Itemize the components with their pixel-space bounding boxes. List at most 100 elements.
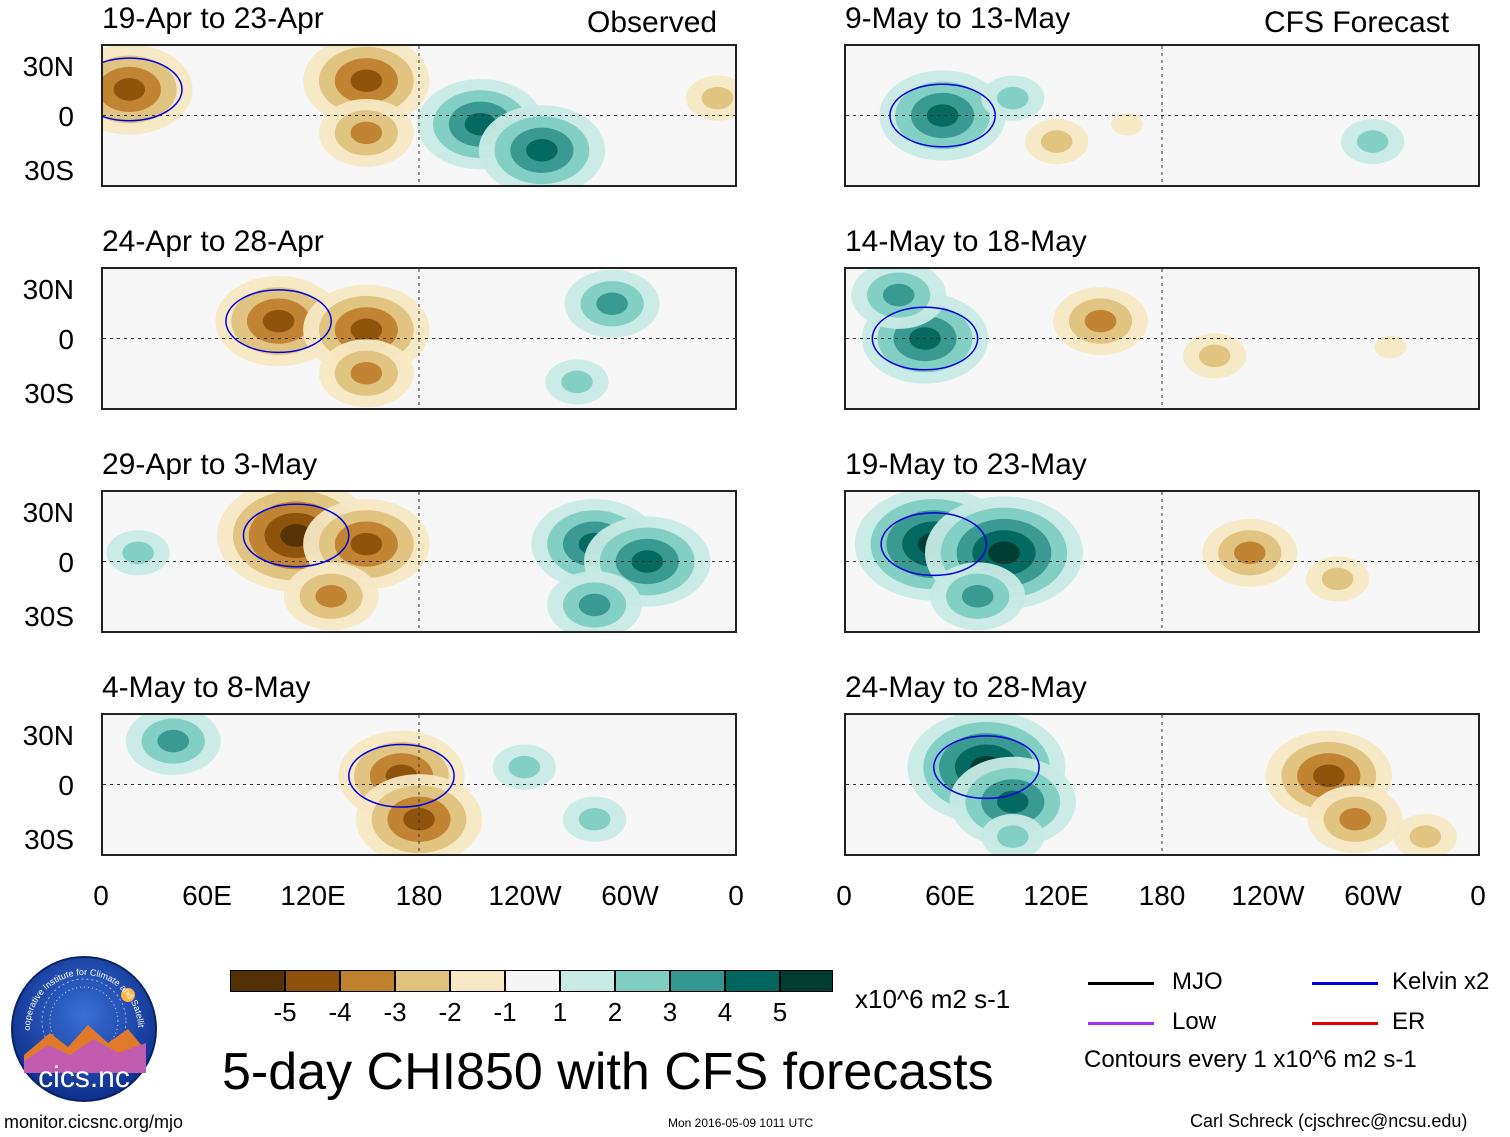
map-panel-obs-3 xyxy=(101,490,737,633)
anomaly-blob xyxy=(1312,764,1345,788)
cics-logo-icon: cics.nc Cooperative Institute for Climat… xyxy=(7,947,157,1102)
panel-title-obs-3: 29-Apr to 3-May xyxy=(102,448,318,481)
colorbar-label: 5 xyxy=(772,997,788,1027)
legend-label-kelvin: Kelvin x2 xyxy=(1392,968,1490,995)
colorbar-label: -5 xyxy=(273,997,297,1027)
ytick-30s: 30S xyxy=(24,824,74,855)
ytick-30s: 30S xyxy=(24,601,74,632)
anomaly-blob xyxy=(926,104,959,127)
ytick-30s: 30S xyxy=(24,155,74,186)
contours-note: Contours every 1 x10^6 m2 s-1 xyxy=(1084,1046,1417,1073)
ytick-0: 0 xyxy=(58,770,74,801)
colorbar-cell xyxy=(670,970,725,992)
xtick-360: 0 xyxy=(728,880,744,911)
anomaly-blob xyxy=(578,593,611,617)
colorbar-cell xyxy=(340,970,395,992)
colorbar-label: -3 xyxy=(383,997,407,1027)
xtick-60w: 60W xyxy=(1344,880,1402,911)
map-panel-obs-1 xyxy=(101,44,737,187)
anomaly-blob xyxy=(315,584,348,608)
anomaly-blob xyxy=(701,86,734,110)
anomaly-blob xyxy=(1321,567,1354,591)
colorbar-units: x10^6 m2 s-1 xyxy=(855,984,1011,1014)
anomaly-blob xyxy=(996,825,1029,848)
map-panel-fc-1 xyxy=(844,44,1480,187)
panel-title-obs-4: 4-May to 8-May xyxy=(102,671,311,704)
map-panel-obs-4 xyxy=(101,713,737,856)
cfs-forecast-label: CFS Forecast xyxy=(1264,6,1450,39)
xtick-60e: 60E xyxy=(182,880,232,911)
colorbar-label: 4 xyxy=(717,997,733,1027)
anomaly-blob xyxy=(1233,541,1266,565)
anomaly-blob xyxy=(1040,130,1073,153)
anomaly-blob xyxy=(1339,807,1371,831)
ytick-30s: 30S xyxy=(24,378,74,409)
map-panel-fc-3 xyxy=(844,490,1480,633)
map-panel-obs-2 xyxy=(101,267,737,410)
panel-title-fc-1: 9-May to 13-May xyxy=(845,2,1071,35)
anomaly-blob xyxy=(996,86,1029,110)
legend-swatch-er xyxy=(1312,1022,1378,1025)
anomaly-blob xyxy=(526,138,558,162)
anomaly-blob xyxy=(122,541,154,565)
anomaly-blob xyxy=(262,309,295,333)
anomaly-blob xyxy=(961,584,994,608)
xtick-360: 0 xyxy=(1470,880,1486,911)
colorbar-cell xyxy=(395,970,450,992)
colorbar-cell xyxy=(230,970,285,992)
anomaly-blob xyxy=(157,729,190,753)
panel-title-fc-3: 19-May to 23-May xyxy=(845,448,1087,481)
legend-label-mjo: MJO xyxy=(1172,968,1223,995)
kelvin-contour xyxy=(871,306,979,371)
colorbar-label: 2 xyxy=(607,997,623,1027)
timestamp: Mon 2016-05-09 1011 UTC xyxy=(668,1116,814,1130)
credit: Carl Schreck (cjschrec@ncsu.edu) xyxy=(1190,1111,1468,1131)
xtick-120e: 120E xyxy=(280,880,346,911)
anomaly-blob xyxy=(350,121,383,145)
xtick-0: 0 xyxy=(836,880,852,911)
figure-title: 5-day CHI850 with CFS forecasts xyxy=(222,1043,994,1101)
colorbar-label: 3 xyxy=(662,997,678,1027)
kelvin-contour xyxy=(880,512,988,577)
source-url[interactable]: monitor.cicsnc.org/mjo xyxy=(4,1112,184,1132)
anomaly-blob xyxy=(508,755,541,779)
anomaly-blob xyxy=(350,532,383,556)
colorbar-label: -2 xyxy=(438,997,462,1027)
map-panel-fc-2 xyxy=(844,267,1480,410)
anomaly-blob xyxy=(350,69,383,93)
legend-swatch-kelvin xyxy=(1312,982,1378,985)
kelvin-contour xyxy=(242,503,350,568)
kelvin-contour xyxy=(933,735,1040,800)
colorbar-cell xyxy=(450,970,505,992)
cics-logo: cics.nc Cooperative Institute for Climat… xyxy=(7,947,158,1103)
xtick-180: 180 xyxy=(1138,880,1186,911)
colorbar-cell xyxy=(725,970,780,992)
anomaly-blob xyxy=(350,361,383,385)
colorbar-label: -4 xyxy=(328,997,352,1027)
colorbar-cell xyxy=(780,970,833,992)
ytick-30n: 30N xyxy=(22,720,74,751)
legend-label-low: Low xyxy=(1172,1008,1217,1035)
colorbar-cell xyxy=(505,970,560,992)
panel-title-obs-1: 19-Apr to 23-Apr xyxy=(102,2,324,35)
xtick-180: 180 xyxy=(395,880,443,911)
anomaly-blob xyxy=(596,292,628,316)
anomaly-blob xyxy=(113,78,146,101)
observed-label: Observed xyxy=(587,6,718,39)
xtick-0: 0 xyxy=(93,880,109,911)
svg-text:cics.nc: cics.nc xyxy=(38,1061,130,1094)
anomaly-blob xyxy=(1356,130,1389,153)
anomaly-blob xyxy=(578,807,611,831)
ytick-0: 0 xyxy=(58,101,74,132)
anomaly-blob xyxy=(1198,344,1231,368)
panel-title-fc-4: 24-May to 28-May xyxy=(845,671,1087,704)
legend-label-er: ER xyxy=(1392,1008,1426,1035)
anomaly-blob xyxy=(631,550,664,573)
anomaly-blob xyxy=(988,541,1020,565)
anomaly-blob xyxy=(882,283,915,307)
map-panel-fc-4 xyxy=(844,713,1480,856)
colorbar-cell xyxy=(615,970,670,992)
ytick-30n: 30N xyxy=(22,274,74,305)
panel-title-obs-2: 24-Apr to 28-Apr xyxy=(102,225,324,258)
anomaly-blob xyxy=(1409,825,1442,848)
